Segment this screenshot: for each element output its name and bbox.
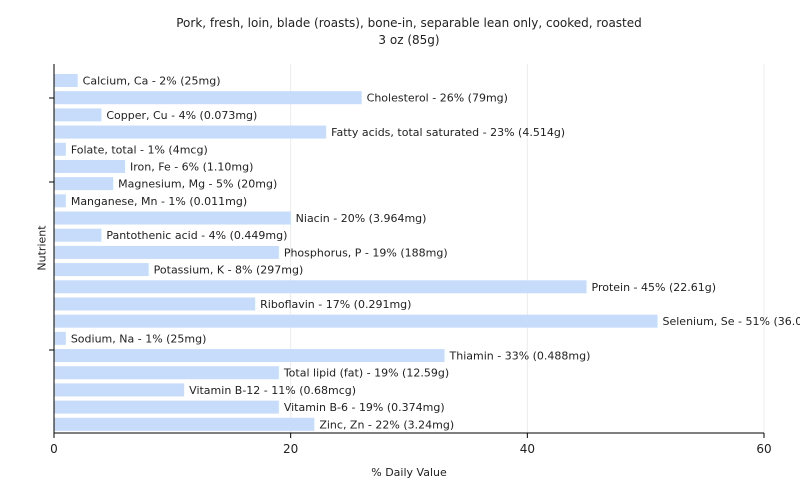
bar-label-18: Vitamin B-12 - 11% (0.68mcg) [189,384,356,397]
bar-8 [54,211,291,225]
bar-label-1: Cholesterol - 26% (79mg) [367,92,508,105]
bar-19 [54,400,279,414]
bar-20 [54,417,315,431]
bar-label-6: Magnesium, Mg - 5% (20mg) [118,178,277,191]
bar-14 [54,314,658,328]
bar-4 [54,142,66,156]
bar-11 [54,263,149,277]
bar-label-5: Iron, Fe - 6% (1.10mg) [130,160,253,173]
bar-9 [54,228,102,242]
bar-label-0: Calcium, Ca - 2% (25mg) [83,75,221,88]
x-tick-label-2: 40 [520,442,535,456]
x-tick-label-3: 60 [756,442,771,456]
bar-6 [54,177,114,191]
bar-label-3: Fatty acids, total saturated - 23% (4.51… [331,126,565,139]
bar-18 [54,383,185,397]
bar-label-2: Copper, Cu - 4% (0.073mg) [106,109,257,122]
bar-2 [54,108,102,122]
bar-label-14: Selenium, Se - 51% (36.0mcg) [663,315,800,328]
bar-16 [54,349,445,363]
bar-label-16: Thiamin - 33% (0.488mg) [449,350,591,363]
chart-title: Pork, fresh, loin, blade (roasts), bone-… [176,16,642,30]
bar-7 [54,194,66,208]
bar-12 [54,280,587,294]
bar-label-20: Zinc, Zn - 22% (3.24mg) [319,418,454,431]
bar-label-13: Riboflavin - 17% (0.291mg) [260,298,411,311]
bar-1 [54,91,362,105]
bar-5 [54,159,125,173]
bar-0 [54,74,78,87]
chart-subtitle: 3 oz (85g) [378,33,440,47]
bar-label-7: Manganese, Mn - 1% (0.011mg) [71,195,247,208]
bar-label-4: Folate, total - 1% (4mcg) [71,143,208,156]
x-axis-label: % Daily Value [371,466,447,479]
x-tick-label-1: 20 [283,442,298,456]
bar-label-19: Vitamin B-6 - 19% (0.374mg) [284,401,445,414]
bar-label-15: Sodium, Na - 1% (25mg) [71,332,207,345]
bar-label-17: Total lipid (fat) - 19% (12.59g) [283,367,449,380]
bar-label-8: Niacin - 20% (3.964mg) [296,212,427,225]
bar-label-11: Potassium, K - 8% (297mg) [154,264,304,277]
bar-17 [54,366,279,380]
bar-label-12: Protein - 45% (22.61g) [592,281,717,294]
x-tick-label-0: 0 [50,442,58,456]
bar-3 [54,125,327,139]
bar-13 [54,297,256,311]
bar-label-9: Pantothenic acid - 4% (0.449mg) [106,229,287,242]
bar-10 [54,245,279,259]
bar-15 [54,331,66,345]
bar-label-10: Phosphorus, P - 19% (188mg) [284,246,448,259]
